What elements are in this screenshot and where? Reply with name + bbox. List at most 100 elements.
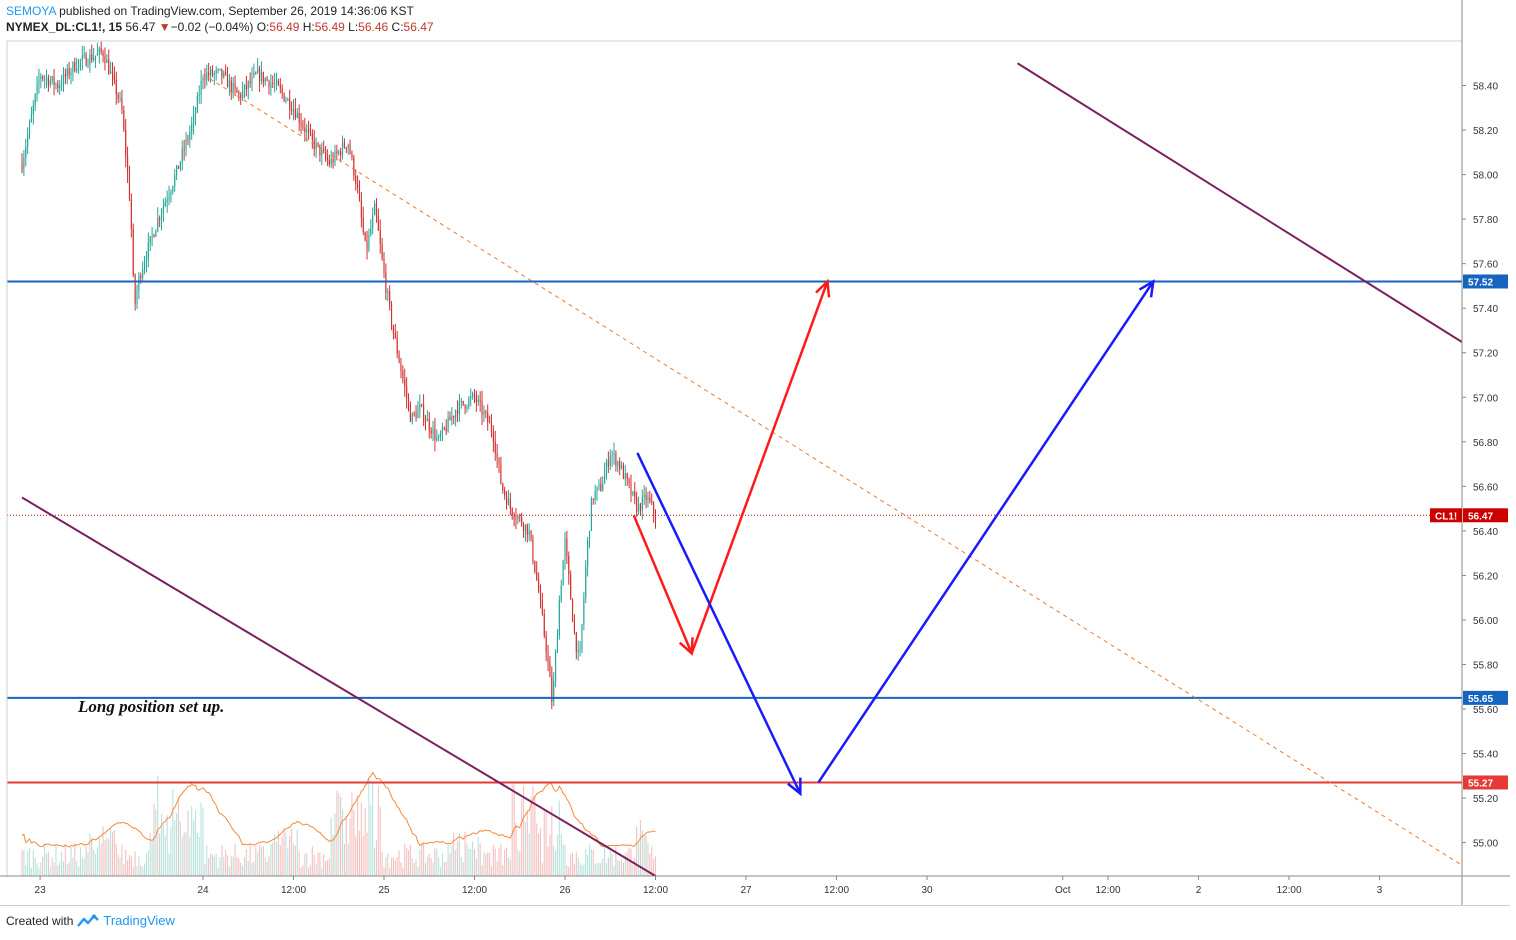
volume-bar <box>308 867 310 876</box>
candle-body <box>521 517 523 525</box>
candle-body <box>189 131 191 140</box>
candle-body <box>74 62 76 71</box>
volume-bar <box>494 848 496 876</box>
candle-body <box>538 579 540 592</box>
volume-bar <box>507 857 510 876</box>
volume-bar <box>74 843 76 876</box>
volume-bar <box>483 852 485 876</box>
volume-bar <box>313 854 315 876</box>
volume-bar <box>223 856 225 876</box>
volume-bar <box>485 854 487 876</box>
candle-body <box>324 151 327 158</box>
candle-body <box>230 80 232 92</box>
volume-bar <box>160 813 163 876</box>
volume-bar <box>255 845 257 876</box>
volume-bar <box>179 821 181 876</box>
volume-bar <box>466 843 468 876</box>
volume-bar <box>562 844 564 876</box>
candle-body <box>275 80 278 84</box>
volume-bar <box>125 849 127 876</box>
candle-body <box>289 98 291 110</box>
candle-body <box>487 412 489 423</box>
candle-body <box>262 72 264 83</box>
volume-bar <box>59 862 61 876</box>
tradingview-brand[interactable]: TradingView <box>103 913 175 928</box>
volume-bar <box>291 828 293 876</box>
volume-bar <box>211 854 213 876</box>
candle-body <box>151 235 153 237</box>
volume-bar <box>108 839 110 876</box>
volume-bar <box>238 858 240 876</box>
candle-body <box>257 68 259 74</box>
volume-bar <box>204 864 206 876</box>
candle-body <box>143 263 146 270</box>
candle-body <box>194 112 197 115</box>
candle-body <box>389 291 391 304</box>
volume-bar <box>230 856 232 876</box>
volume-bar <box>294 845 296 876</box>
candle-body <box>419 404 421 410</box>
volume-bar <box>473 849 476 876</box>
candle-body <box>111 71 114 75</box>
candle-body <box>530 530 532 539</box>
volume-bar <box>351 792 353 876</box>
volume-bar <box>243 857 246 876</box>
volume-bar <box>370 805 372 876</box>
candle-body <box>121 97 123 111</box>
volume-bar <box>387 853 389 876</box>
candle-body <box>77 60 80 69</box>
candle-body <box>632 491 634 495</box>
candle-body <box>198 95 200 97</box>
candle-body <box>496 453 498 458</box>
volume-bar <box>479 843 481 876</box>
candle-body <box>377 215 379 231</box>
candle-body <box>96 52 98 56</box>
candle-body <box>196 95 198 113</box>
volume-bar <box>622 862 625 876</box>
candle-body <box>596 486 598 492</box>
candle-body <box>524 524 526 531</box>
volume-bar <box>605 862 608 876</box>
y-tick-label: 55.20 <box>1473 794 1498 805</box>
volume-bar <box>413 863 415 876</box>
volume-bar <box>568 867 570 876</box>
candle-body <box>434 428 436 441</box>
candle-body <box>42 76 44 79</box>
change-down-icon: ▼ <box>158 20 171 34</box>
candle-body <box>232 83 234 92</box>
candle-body <box>351 153 353 158</box>
author-name[interactable]: SEMOYA <box>6 4 56 18</box>
volume-bar <box>619 861 621 876</box>
candle-body <box>366 240 368 250</box>
volume-bar <box>470 848 472 876</box>
volume-bar <box>426 856 428 876</box>
candle-body <box>125 129 127 157</box>
candle-body <box>30 114 32 123</box>
level-price-tag <box>1463 690 1508 705</box>
candle-body <box>583 597 585 625</box>
candle-body <box>443 427 445 429</box>
volume-bar <box>505 847 508 876</box>
candle-body <box>545 635 547 653</box>
high-value: 56.49 <box>314 20 345 34</box>
volume-bar <box>436 848 438 876</box>
volume-bar <box>221 845 223 876</box>
volume-bar <box>81 857 83 876</box>
volume-bar <box>636 826 638 876</box>
volume-bar <box>579 863 581 876</box>
volume-bar <box>143 863 146 876</box>
candle-body <box>570 574 572 600</box>
candle-body <box>566 538 568 556</box>
candle-body <box>34 94 36 106</box>
volume-bar <box>127 860 129 876</box>
volume-bar <box>456 840 459 876</box>
volume-bar <box>47 852 49 876</box>
price-chart[interactable]: Long position set up. 58.40 58.20 58.00 57.… <box>0 0 1516 910</box>
volume-bar <box>571 853 574 876</box>
candle-body <box>355 175 357 185</box>
candle-body <box>494 441 496 454</box>
last-price-label: 56.47 <box>1468 511 1493 522</box>
volume-bar <box>77 866 80 876</box>
candle-body <box>272 83 274 85</box>
candle-body <box>641 496 643 511</box>
